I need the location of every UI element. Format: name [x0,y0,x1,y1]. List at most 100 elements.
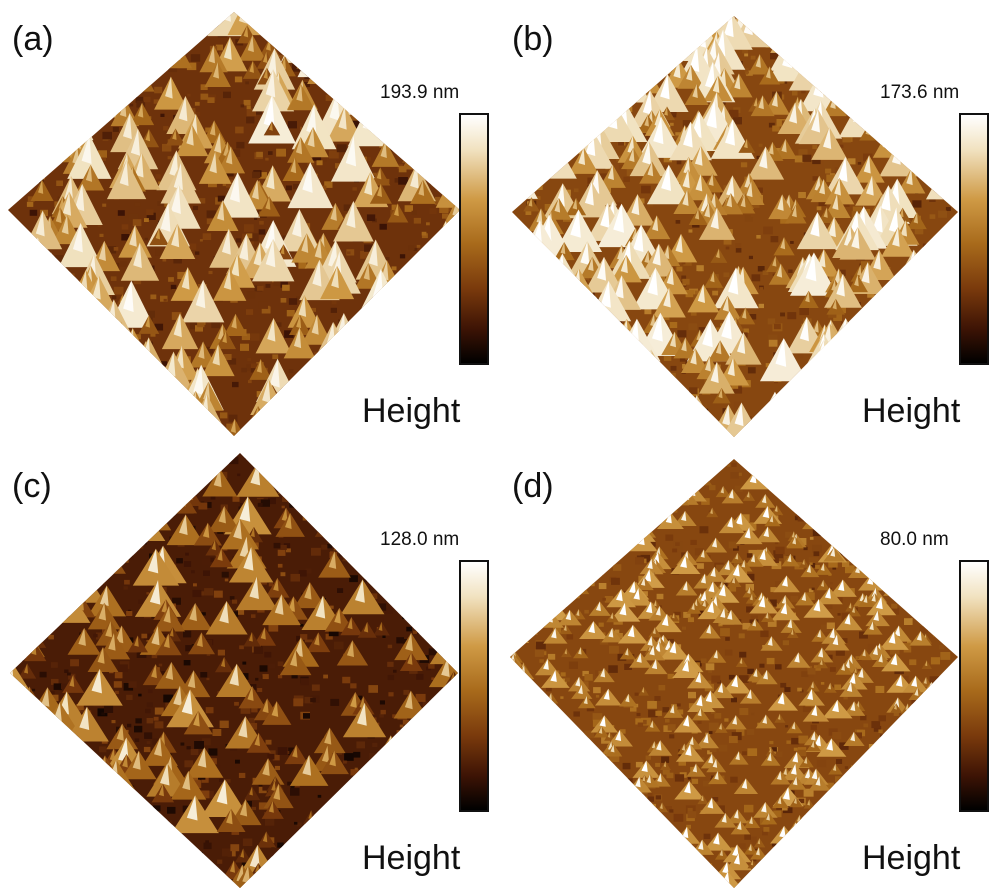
surface-texture [81,341,86,345]
surface-texture [626,336,634,343]
surface-peak-highlight [795,382,800,393]
surface-texture [519,168,525,173]
surface-peak-highlight [888,0,897,16]
surface-peak-highlight [45,283,50,294]
surface-texture [517,185,521,188]
surface-texture [826,174,836,183]
surface-peak-highlight [186,124,194,146]
surface-texture [388,692,394,697]
surface-texture [177,426,182,430]
surface-texture [538,99,545,105]
surface-texture [50,318,57,324]
surface-texture [589,369,593,372]
surface-peak-highlight [214,132,222,154]
surface-texture [844,503,853,511]
surface-peak-highlight [631,404,639,425]
surface-texture [714,713,722,719]
surface-peak-highlight [181,689,193,715]
surface-peak-highlight [20,372,32,405]
surface-texture [557,384,567,392]
surface-peak-highlight [848,322,855,338]
surface-texture [391,135,400,143]
surface-texture [675,26,681,31]
surface-peak-highlight [643,379,651,399]
surface-texture [642,796,648,801]
surface-texture [183,660,191,666]
surface-texture [333,799,341,805]
surface-texture [588,396,595,402]
surface-texture [318,835,323,839]
surface-peak-highlight [78,311,86,331]
surface-texture [910,280,914,283]
surface-texture [241,333,250,341]
surface-texture [612,320,622,329]
surface-texture [408,245,415,251]
surface-texture [321,544,328,550]
surface-texture [113,286,124,295]
surface-peak-highlight [899,207,904,218]
surface-texture [720,323,724,327]
surface-texture [894,279,898,283]
surface-texture [418,772,423,777]
surface-texture [137,35,145,42]
surface-peak-highlight [14,362,20,376]
surface-peak-highlight [889,49,894,62]
surface-texture [576,353,587,362]
surface-texture [305,642,312,648]
surface-peak-highlight [845,358,857,387]
surface-peak [45,136,73,163]
surface-peak-highlight [198,341,205,359]
surface-peak [882,49,903,67]
surface-peak-highlight [636,377,646,401]
surface-texture [420,377,426,382]
surface-peak-highlight [446,176,454,198]
surface-texture [527,388,532,392]
surface-texture [951,196,958,202]
surface-texture [939,480,947,486]
surface-texture [53,292,58,297]
surface-texture [748,549,758,558]
height-colorbar [459,560,489,812]
surface-peak [15,504,62,541]
surface-texture [768,339,778,347]
surface-texture [46,601,52,605]
surface-texture [553,159,557,162]
surface-texture [678,759,686,766]
surface-peak-highlight [217,548,223,561]
surface-peak-highlight [842,326,853,353]
surface-texture [367,789,374,794]
surface-texture [759,287,764,291]
surface-texture [821,624,831,632]
surface-texture [868,371,874,375]
surface-texture [103,570,108,574]
surface-texture [572,595,577,599]
surface-texture [353,377,362,385]
height-label: Height [362,392,461,430]
surface-texture [588,292,595,298]
surface-texture [916,314,923,319]
surface-texture [158,181,162,185]
surface-texture [400,342,409,350]
surface-texture [723,272,730,278]
surface-peak-highlight [746,181,753,198]
surface-peak [535,68,569,98]
surface-peak-highlight [197,866,204,883]
surface-peak-highlight [866,175,874,196]
surface-texture [877,45,886,52]
surface-texture [797,516,805,522]
surface-texture [793,499,801,506]
surface-texture [23,796,31,803]
surface-peak-highlight [239,799,248,817]
surface-peak-highlight [376,167,382,180]
surface-texture [852,769,861,776]
surface-peak-highlight [759,146,768,169]
surface-peak-highlight [600,280,611,308]
surface-texture [929,196,936,202]
surface-texture [363,824,368,829]
surface-texture [621,809,625,812]
surface-texture [400,327,409,335]
surface-texture [417,298,423,303]
surface-texture [611,532,621,540]
surface-texture [333,78,342,84]
surface-texture [229,456,239,465]
